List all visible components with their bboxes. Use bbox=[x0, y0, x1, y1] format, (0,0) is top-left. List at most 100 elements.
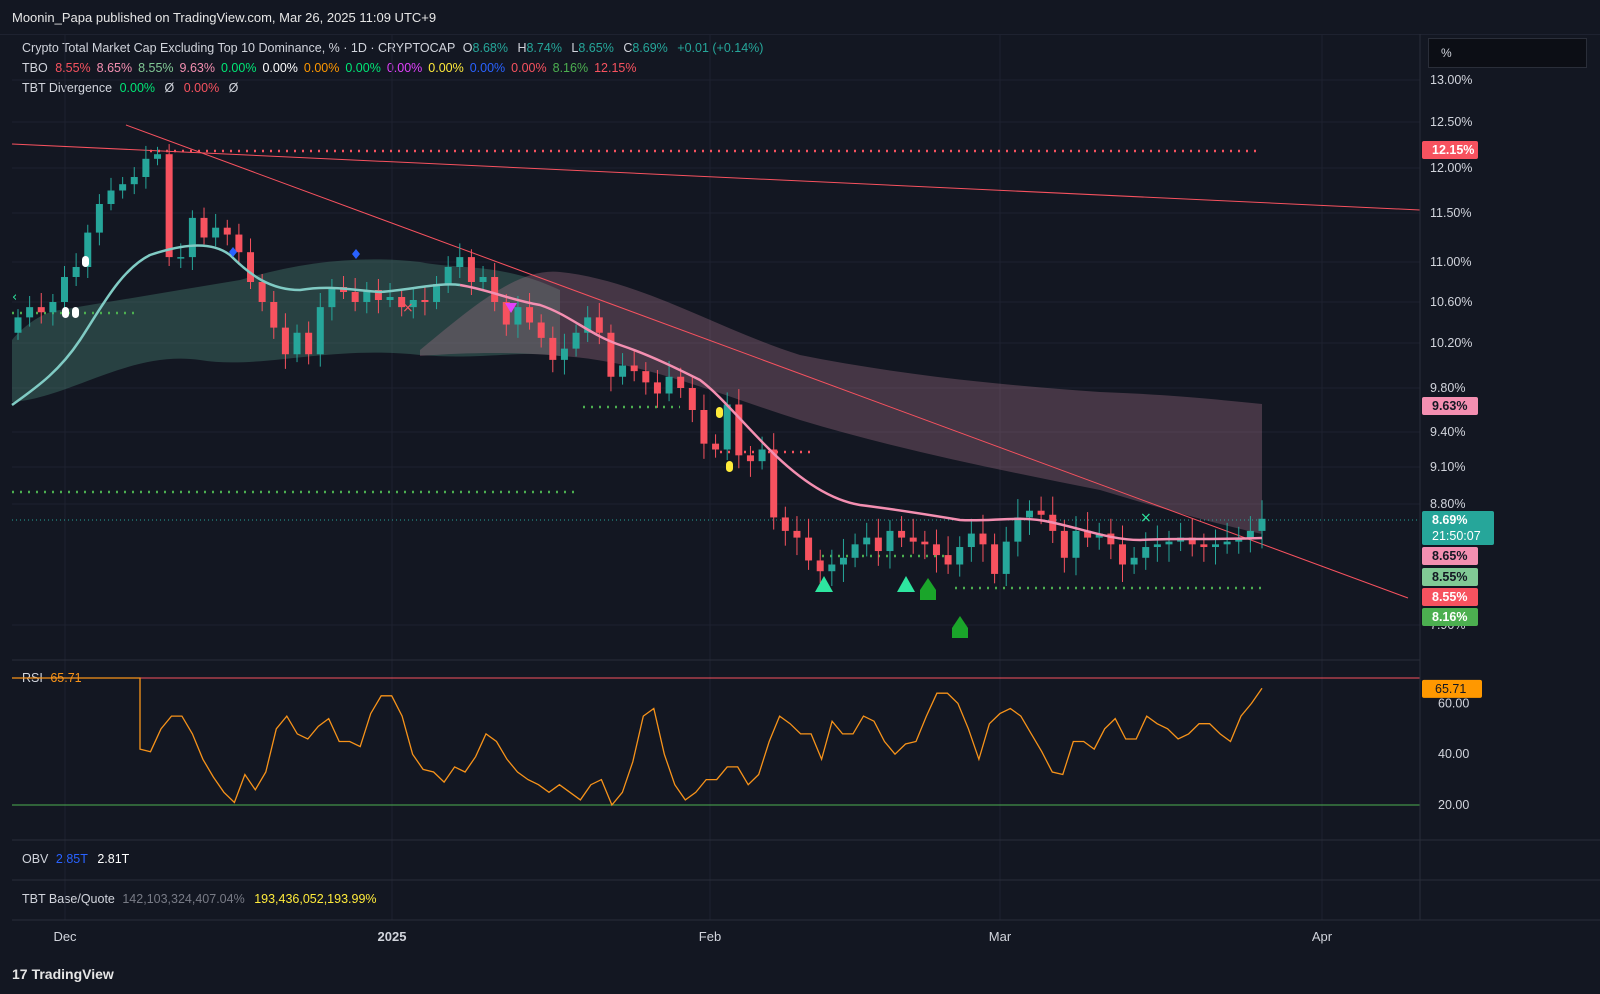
time-axis-label: 2025 bbox=[378, 929, 407, 944]
tbt-divergence-value-2: 0.00% bbox=[183, 81, 220, 95]
brand-footer[interactable]: 17 TradingView bbox=[12, 966, 114, 982]
candle-body bbox=[84, 232, 92, 267]
time-axis-labels: Dec 2025 Feb Mar Apr bbox=[53, 929, 1332, 944]
candle-body bbox=[909, 537, 917, 542]
candle-body bbox=[247, 252, 255, 282]
trendlines bbox=[11, 124, 1421, 599]
tbo-value-1: 8.65% bbox=[96, 61, 133, 75]
candle-body bbox=[223, 227, 231, 235]
candle-body bbox=[886, 530, 894, 552]
candle-body bbox=[456, 257, 464, 267]
candle-body bbox=[1246, 530, 1254, 538]
high-label: H bbox=[517, 41, 527, 55]
candle-body bbox=[712, 443, 720, 450]
rsi-scale-ticks: 60.00 40.00 20.00 65.71 bbox=[1422, 679, 1482, 812]
series-title: Crypto Total Market Cap Excluding Top 10… bbox=[22, 41, 456, 55]
tbo-label: TBO bbox=[22, 61, 48, 75]
green-chevron: ‹ bbox=[12, 290, 17, 305]
candle-body bbox=[781, 517, 789, 531]
candle-body bbox=[130, 177, 138, 185]
price-badge-label: 8.16% bbox=[1432, 610, 1467, 624]
tbo-value-0: 8.55% bbox=[55, 61, 91, 75]
candle-body bbox=[95, 204, 103, 233]
candle-body bbox=[932, 544, 940, 556]
time-axis-label: Dec bbox=[53, 929, 77, 944]
red-x-marker: × bbox=[402, 300, 414, 316]
time-axis-label: Apr bbox=[1312, 929, 1333, 944]
brand-name: TradingView bbox=[31, 966, 114, 982]
candle-body bbox=[1037, 510, 1045, 515]
candle-body bbox=[700, 410, 708, 444]
candle-body bbox=[1084, 530, 1092, 538]
white-pill-1 bbox=[82, 256, 89, 267]
rsi-line bbox=[12, 677, 1263, 807]
signal-markers: × × ‹ bbox=[12, 247, 1152, 638]
price-badge bbox=[1422, 588, 1478, 606]
tbt-divergence-label: TBT Divergence bbox=[22, 81, 113, 95]
candle-body bbox=[688, 388, 696, 410]
candle-body bbox=[746, 455, 754, 462]
green-flag-2 bbox=[952, 616, 968, 638]
tbo-value-10: 0.00% bbox=[469, 61, 506, 75]
candle-body bbox=[851, 544, 859, 558]
candle-body bbox=[49, 302, 57, 313]
candle-body bbox=[502, 302, 510, 325]
tbo-value-12: 8.16% bbox=[552, 61, 589, 75]
candle-body bbox=[1095, 533, 1103, 538]
publisher-line: Moonin_Papa published on TradingView.com… bbox=[12, 10, 437, 25]
candle-body bbox=[642, 371, 650, 383]
tbo-value-4: 0.00% bbox=[221, 61, 257, 75]
candle-body bbox=[142, 158, 150, 177]
price-badge-label: 9.63% bbox=[1432, 399, 1467, 413]
candle-body bbox=[270, 302, 278, 328]
green-flag-1 bbox=[920, 578, 936, 600]
candle-body bbox=[61, 277, 69, 302]
grid-lines bbox=[12, 34, 1420, 920]
rsi-tick-label: 40.00 bbox=[1438, 747, 1469, 761]
candle-body bbox=[154, 154, 162, 159]
candle-body bbox=[1060, 530, 1068, 558]
candle-body bbox=[549, 337, 557, 360]
trendline-upper bbox=[11, 143, 1421, 211]
candle-body bbox=[991, 544, 999, 574]
price-tick-label: 10.20% bbox=[1430, 336, 1472, 350]
price-tick-label: 9.40% bbox=[1430, 425, 1465, 439]
candle-body bbox=[1130, 557, 1138, 565]
price-badge bbox=[1422, 141, 1478, 159]
candle-body bbox=[200, 217, 208, 238]
obv-legend: OBV 2.85T 2.81T bbox=[22, 852, 135, 866]
price-scale-unit[interactable]: % bbox=[1428, 38, 1587, 68]
candle-body bbox=[653, 382, 661, 394]
tbo-value-2: 8.55% bbox=[138, 61, 174, 75]
candle-body bbox=[816, 560, 824, 572]
tbo-value-9: 0.00% bbox=[428, 61, 464, 75]
candle-body bbox=[1165, 541, 1173, 545]
price-scale-ticks: 13.00% 12.50% 12.00% 11.50% 11.00% 10.60% 10.2… bbox=[1430, 73, 1472, 632]
buy-triangle-2 bbox=[897, 576, 915, 592]
candle-body bbox=[944, 555, 952, 565]
tbt-divergence-symbol-1: Ø bbox=[164, 81, 175, 95]
candle-body bbox=[630, 365, 638, 372]
price-scale-badges: 12.15% 9.63% 8.69% 21:50:07 8.65% 8.55% 8.55% 8… bbox=[1422, 141, 1494, 626]
candle-body bbox=[26, 307, 34, 318]
candle-body bbox=[293, 332, 301, 355]
open-label: O bbox=[462, 41, 473, 55]
price-badge-label: 12.15% bbox=[1432, 143, 1474, 157]
price-badge bbox=[1422, 547, 1478, 565]
candle-body bbox=[735, 404, 743, 456]
obv-label: OBV bbox=[22, 852, 49, 866]
price-tick-label: 11.50% bbox=[1430, 206, 1471, 220]
rsi-tick-label: 60.00 bbox=[1438, 696, 1469, 710]
candle-body bbox=[258, 282, 266, 302]
base-quote-legend: TBT Base/Quote 142,103,324,407.04% 193,4… bbox=[22, 892, 383, 906]
price-badge-label: 8.65% bbox=[1432, 549, 1467, 563]
price-tick-label: 11.00% bbox=[1430, 255, 1471, 269]
obv-value-1: 2.85T bbox=[55, 852, 88, 866]
high-value: 8.74% bbox=[526, 41, 562, 55]
candle-body bbox=[839, 557, 847, 565]
candle-body bbox=[956, 547, 964, 565]
price-tick-label: 9.10% bbox=[1430, 460, 1465, 474]
white-pill-3 bbox=[72, 307, 79, 318]
candle-body bbox=[467, 257, 475, 282]
